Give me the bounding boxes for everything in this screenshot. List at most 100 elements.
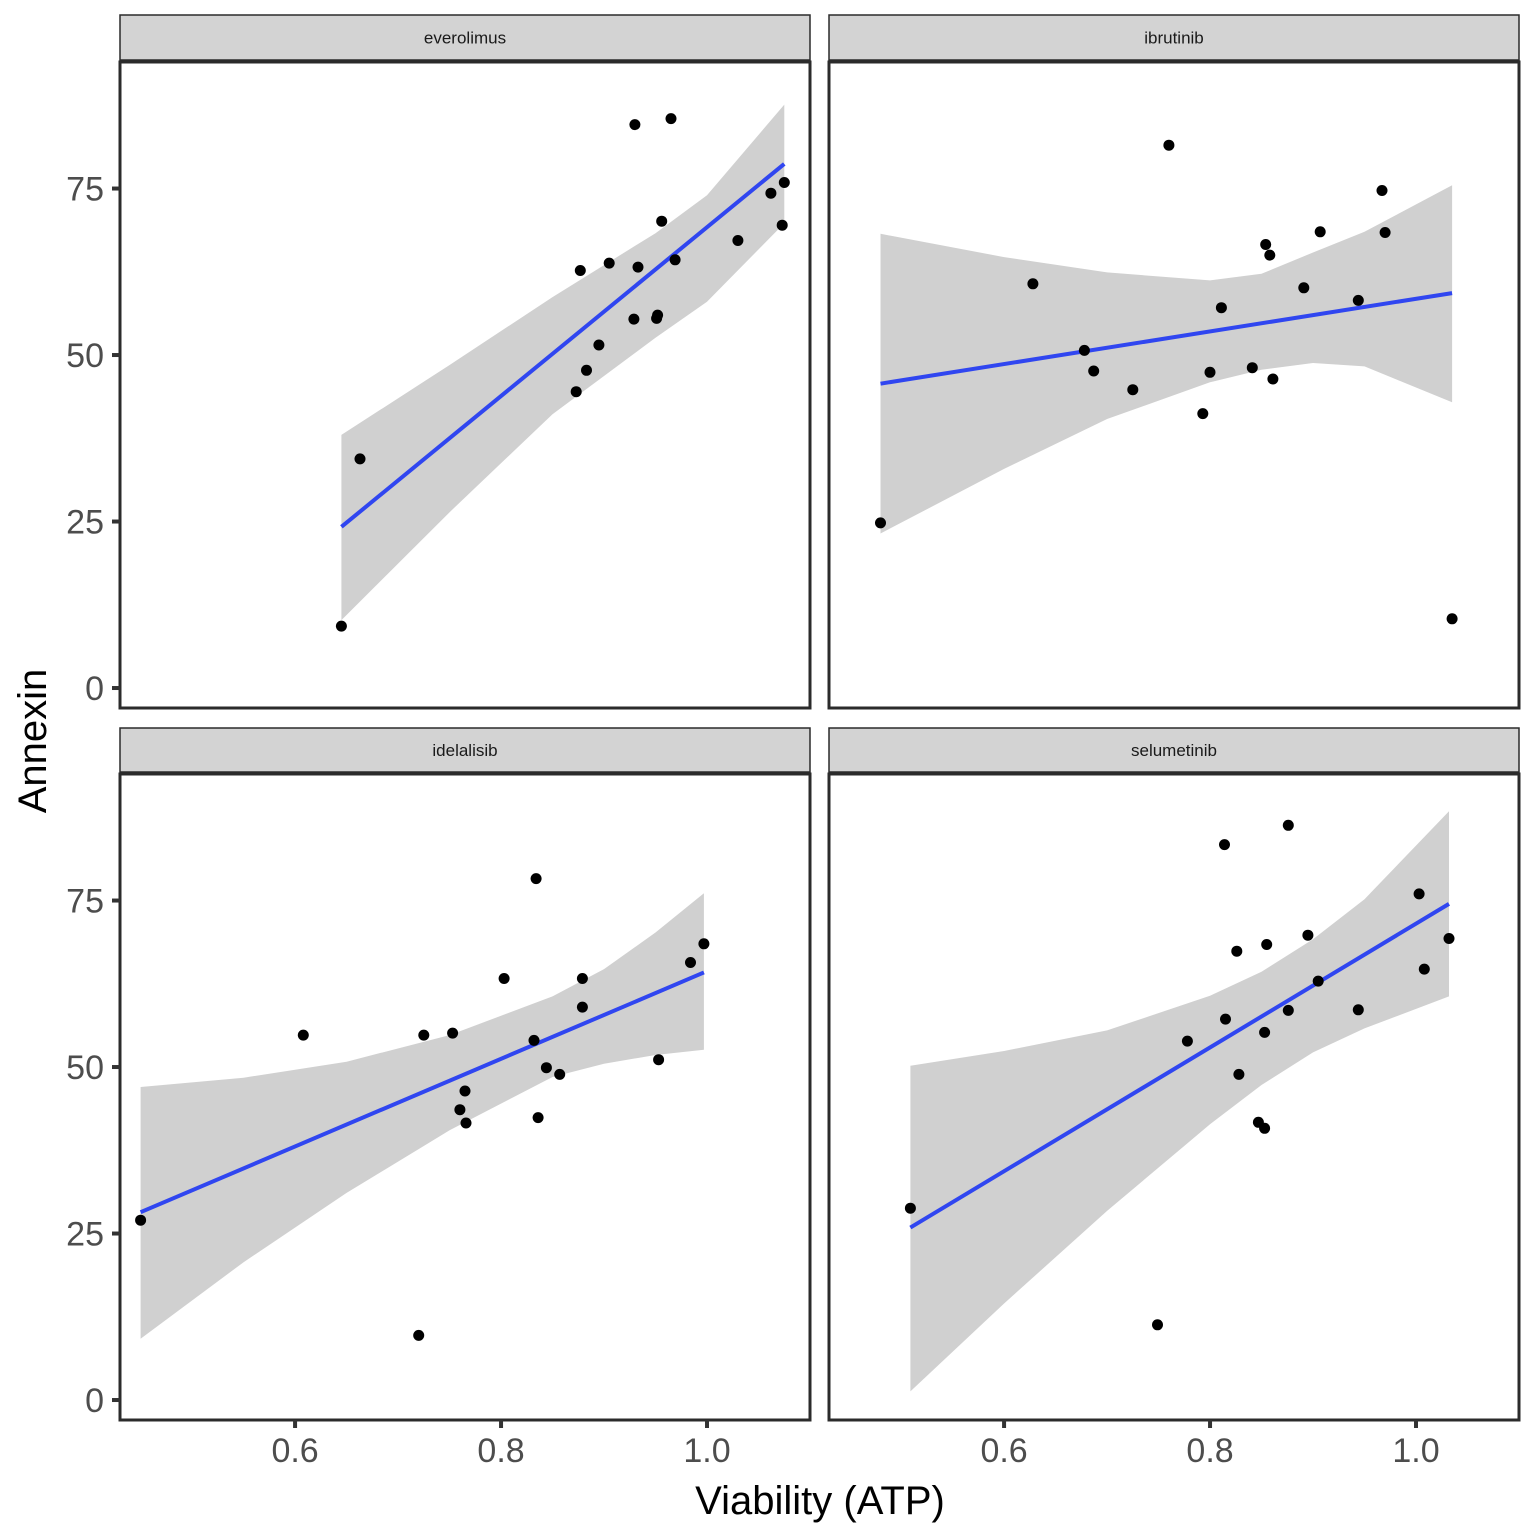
data-point-idelalisib-18 xyxy=(685,957,696,968)
y-axis-bottom-row: 0 25 50 75 xyxy=(66,883,120,1420)
data-point-ibrutinib-12 xyxy=(1264,249,1276,261)
data-point-ibrutinib-13 xyxy=(1267,373,1279,385)
data-point-ibrutinib-16 xyxy=(1352,294,1364,306)
data-point-ibrutinib-5 xyxy=(1127,384,1139,396)
data-point-selumetinib-10 xyxy=(1259,1122,1271,1134)
data-point-everolimus-8 xyxy=(628,313,640,325)
data-point-everolimus-1 xyxy=(335,620,347,632)
data-point-selumetinib-1 xyxy=(904,1202,916,1214)
data-point-ibrutinib-9 xyxy=(1215,302,1227,314)
data-point-ibrutinib-19 xyxy=(1446,613,1458,625)
y-tick-label-bottom-0: 0 xyxy=(85,1382,104,1420)
data-point-everolimus-13 xyxy=(656,215,668,227)
panel-ibrutinib: ibrutinib xyxy=(827,14,1521,710)
data-point-everolimus-16 xyxy=(732,235,744,246)
data-point-idelalisib-5 xyxy=(447,1027,459,1039)
data-point-idelalisib-12 xyxy=(532,1112,544,1124)
data-point-selumetinib-4 xyxy=(1219,839,1230,851)
y-tick-label-bottom-50: 50 xyxy=(66,1049,104,1087)
data-point-selumetinib-18 xyxy=(1418,963,1430,975)
data-point-ibrutinib-6 xyxy=(1163,139,1175,151)
data-point-everolimus-14 xyxy=(665,113,677,125)
data-point-ibrutinib-4 xyxy=(1088,365,1100,377)
data-point-ibrutinib-18 xyxy=(1379,227,1391,238)
y-tick-label-top-0: 0 xyxy=(85,670,104,708)
data-point-selumetinib-6 xyxy=(1231,945,1243,957)
data-point-idelalisib-15 xyxy=(576,973,588,984)
data-point-selumetinib-9 xyxy=(1259,1026,1271,1038)
fit-line-selumetinib xyxy=(909,902,1451,1230)
strip-selumetinib xyxy=(828,727,1520,773)
data-point-ibrutinib-3 xyxy=(1078,344,1090,356)
x-tick-label-left-0.6: 0.6 xyxy=(271,1432,318,1470)
data-point-idelalisib-19 xyxy=(698,938,710,950)
data-point-selumetinib-2 xyxy=(1152,1319,1163,1331)
data-point-selumetinib-14 xyxy=(1302,929,1314,941)
confidence-band-everolimus xyxy=(341,104,785,621)
strip-everolimus xyxy=(119,14,811,61)
data-point-ibrutinib-7 xyxy=(1197,408,1209,420)
data-point-selumetinib-3 xyxy=(1181,1035,1193,1047)
panel-selumetinib: selumetinib xyxy=(827,727,1521,1422)
data-point-idelalisib-8 xyxy=(460,1117,472,1129)
data-point-ibrutinib-1 xyxy=(875,517,886,529)
data-point-ibrutinib-8 xyxy=(1204,366,1216,378)
strip-idelalisib xyxy=(119,727,811,773)
strip-ibrutinib xyxy=(828,14,1520,61)
data-point-ibrutinib-17 xyxy=(1376,185,1388,196)
data-point-everolimus-2 xyxy=(354,453,366,465)
data-point-idelalisib-10 xyxy=(528,1034,540,1046)
strip-label-selumetinib: selumetinib xyxy=(1131,741,1217,760)
data-point-selumetinib-7 xyxy=(1233,1068,1245,1080)
data-point-selumetinib-15 xyxy=(1312,975,1324,987)
confidence-band-idelalisib xyxy=(140,893,704,1339)
data-point-idelalisib-7 xyxy=(459,1085,471,1097)
data-point-selumetinib-5 xyxy=(1220,1013,1231,1025)
data-point-idelalisib-13 xyxy=(540,1062,552,1074)
data-point-everolimus-19 xyxy=(778,177,790,188)
data-point-idelalisib-6 xyxy=(454,1104,466,1116)
panel-border-everolimus xyxy=(118,60,812,710)
data-point-idelalisib-16 xyxy=(576,1001,588,1013)
data-point-idelalisib-9 xyxy=(498,973,510,984)
y-tick-label-top-50: 50 xyxy=(66,337,104,375)
fit-line-idelalisib xyxy=(139,970,705,1215)
data-point-selumetinib-11 xyxy=(1261,939,1273,950)
confidence-band-selumetinib xyxy=(910,811,1449,1392)
data-point-ibrutinib-2 xyxy=(1027,278,1039,290)
panel-border-ibrutinib xyxy=(827,60,1521,710)
facet-panels: everolimus ibrutinib idelalisib selumetinib xyxy=(118,14,1521,1422)
strip-label-ibrutinib: ibrutinib xyxy=(1144,29,1204,48)
fit-line-everolimus xyxy=(340,162,786,529)
data-point-selumetinib-16 xyxy=(1352,1004,1364,1016)
data-point-ibrutinib-10 xyxy=(1246,362,1258,374)
y-axis-top-row: 0 25 50 75 xyxy=(66,171,120,708)
x-tick-label-right-0.8: 0.8 xyxy=(1186,1432,1233,1470)
panel-border-idelalisib xyxy=(118,772,812,1422)
x-axis-left-column: 0.6 0.8 1.0 xyxy=(271,1420,731,1470)
data-point-ibrutinib-14 xyxy=(1298,282,1310,294)
data-point-everolimus-17 xyxy=(765,187,777,199)
x-tick-label-right-1.0: 1.0 xyxy=(1392,1432,1439,1470)
data-point-idelalisib-14 xyxy=(554,1068,566,1080)
data-point-selumetinib-17 xyxy=(1413,888,1425,900)
y-tick-label-bottom-25: 25 xyxy=(66,1216,104,1254)
data-point-everolimus-9 xyxy=(629,119,641,131)
data-point-idelalisib-17 xyxy=(653,1054,665,1066)
x-tick-label-left-1.0: 1.0 xyxy=(683,1432,730,1470)
strip-label-idelalisib: idelalisib xyxy=(432,741,497,760)
x-tick-label-right-0.6: 0.6 xyxy=(980,1432,1027,1470)
y-tick-label-top-75: 75 xyxy=(66,171,104,209)
data-point-everolimus-6 xyxy=(593,339,605,351)
data-point-everolimus-18 xyxy=(776,219,788,231)
x-tick-label-left-0.8: 0.8 xyxy=(477,1432,524,1470)
panel-everolimus: everolimus xyxy=(118,14,812,710)
data-point-idelalisib-4 xyxy=(418,1029,430,1041)
data-point-idelalisib-2 xyxy=(297,1029,309,1041)
data-point-everolimus-3 xyxy=(570,386,582,398)
data-point-everolimus-7 xyxy=(603,257,615,269)
data-point-selumetinib-12 xyxy=(1282,819,1294,831)
y-tick-label-bottom-75: 75 xyxy=(66,883,104,921)
x-axis-right-column: 0.6 0.8 1.0 xyxy=(980,1420,1440,1470)
